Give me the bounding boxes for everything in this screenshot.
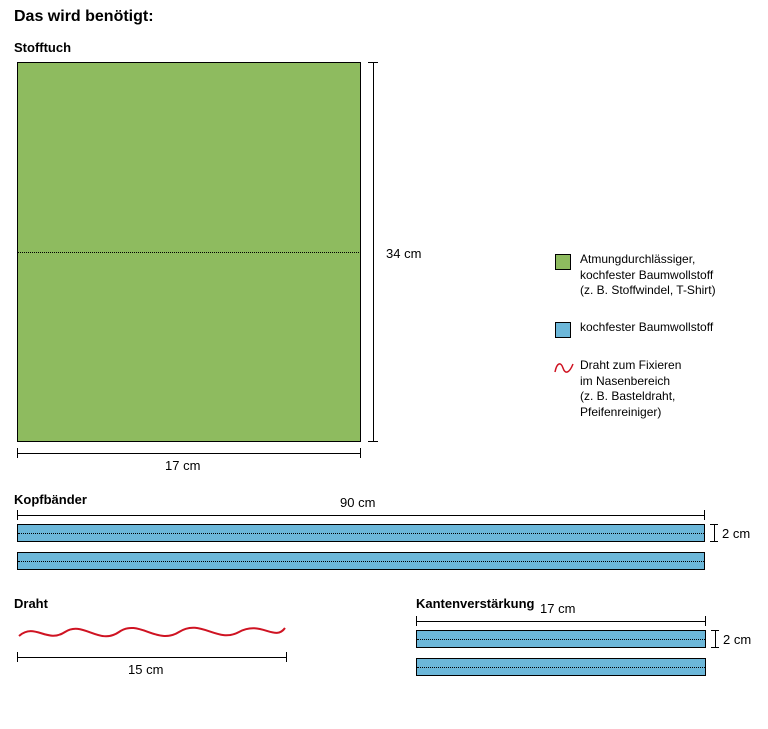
edge-label: Kantenverstärkung (416, 596, 534, 611)
legend-line: Atmungdurchlässiger, (580, 252, 695, 266)
legend-text-green: Atmungdurchlässiger, kochfester Baumwolls… (580, 252, 716, 299)
page-title: Das wird benötigt: (14, 8, 154, 26)
wire-width-label: 15 cm (128, 662, 163, 677)
edge-width-label: 17 cm (540, 601, 575, 616)
edge-band-1 (416, 630, 706, 648)
legend-line: kochfester Baumwollstoff (580, 320, 713, 334)
edge-height-bracket (711, 630, 719, 648)
legend-swatch-blue (555, 322, 571, 338)
legend-line: (z. B. Stoffwindel, T-Shirt) (580, 283, 716, 297)
headbands-label: Kopfbänder (14, 492, 87, 507)
wire-label: Draht (14, 596, 48, 611)
legend-line: Draht zum Fixieren (580, 358, 681, 372)
legend-line: (z. B. Basteldraht, (580, 389, 675, 403)
headbands-height-label: 2 cm (722, 526, 750, 541)
headbands-width-label: 90 cm (340, 495, 375, 510)
cloth-width-bracket (17, 448, 361, 458)
legend-text-blue: kochfester Baumwollstoff (580, 320, 713, 336)
headband-2 (17, 552, 705, 570)
edge-band-2 (416, 658, 706, 676)
legend-swatch-green (555, 254, 571, 270)
wire-shape (17, 618, 287, 648)
wire-width-bracket (17, 652, 287, 662)
edge-height-label: 2 cm (723, 632, 751, 647)
cloth-fold-line (17, 252, 361, 253)
headbands-width-bracket (17, 510, 705, 520)
legend-line: Pfeifenreiniger) (580, 405, 661, 419)
cloth-height-label: 34 cm (386, 246, 421, 261)
legend-wire-icon (553, 358, 575, 376)
legend-line: kochfester Baumwollstoff (580, 268, 713, 282)
legend-text-wire: Draht zum Fixieren im Nasenbereich(z. B. … (580, 358, 681, 420)
cloth-label: Stofftuch (14, 40, 71, 55)
edge-width-bracket (416, 616, 706, 626)
headbands-height-bracket (710, 524, 718, 542)
cloth-width-label: 17 cm (165, 458, 200, 473)
legend-line: im Nasenbereich (580, 374, 670, 388)
headband-1 (17, 524, 705, 542)
cloth-height-bracket (368, 62, 378, 442)
